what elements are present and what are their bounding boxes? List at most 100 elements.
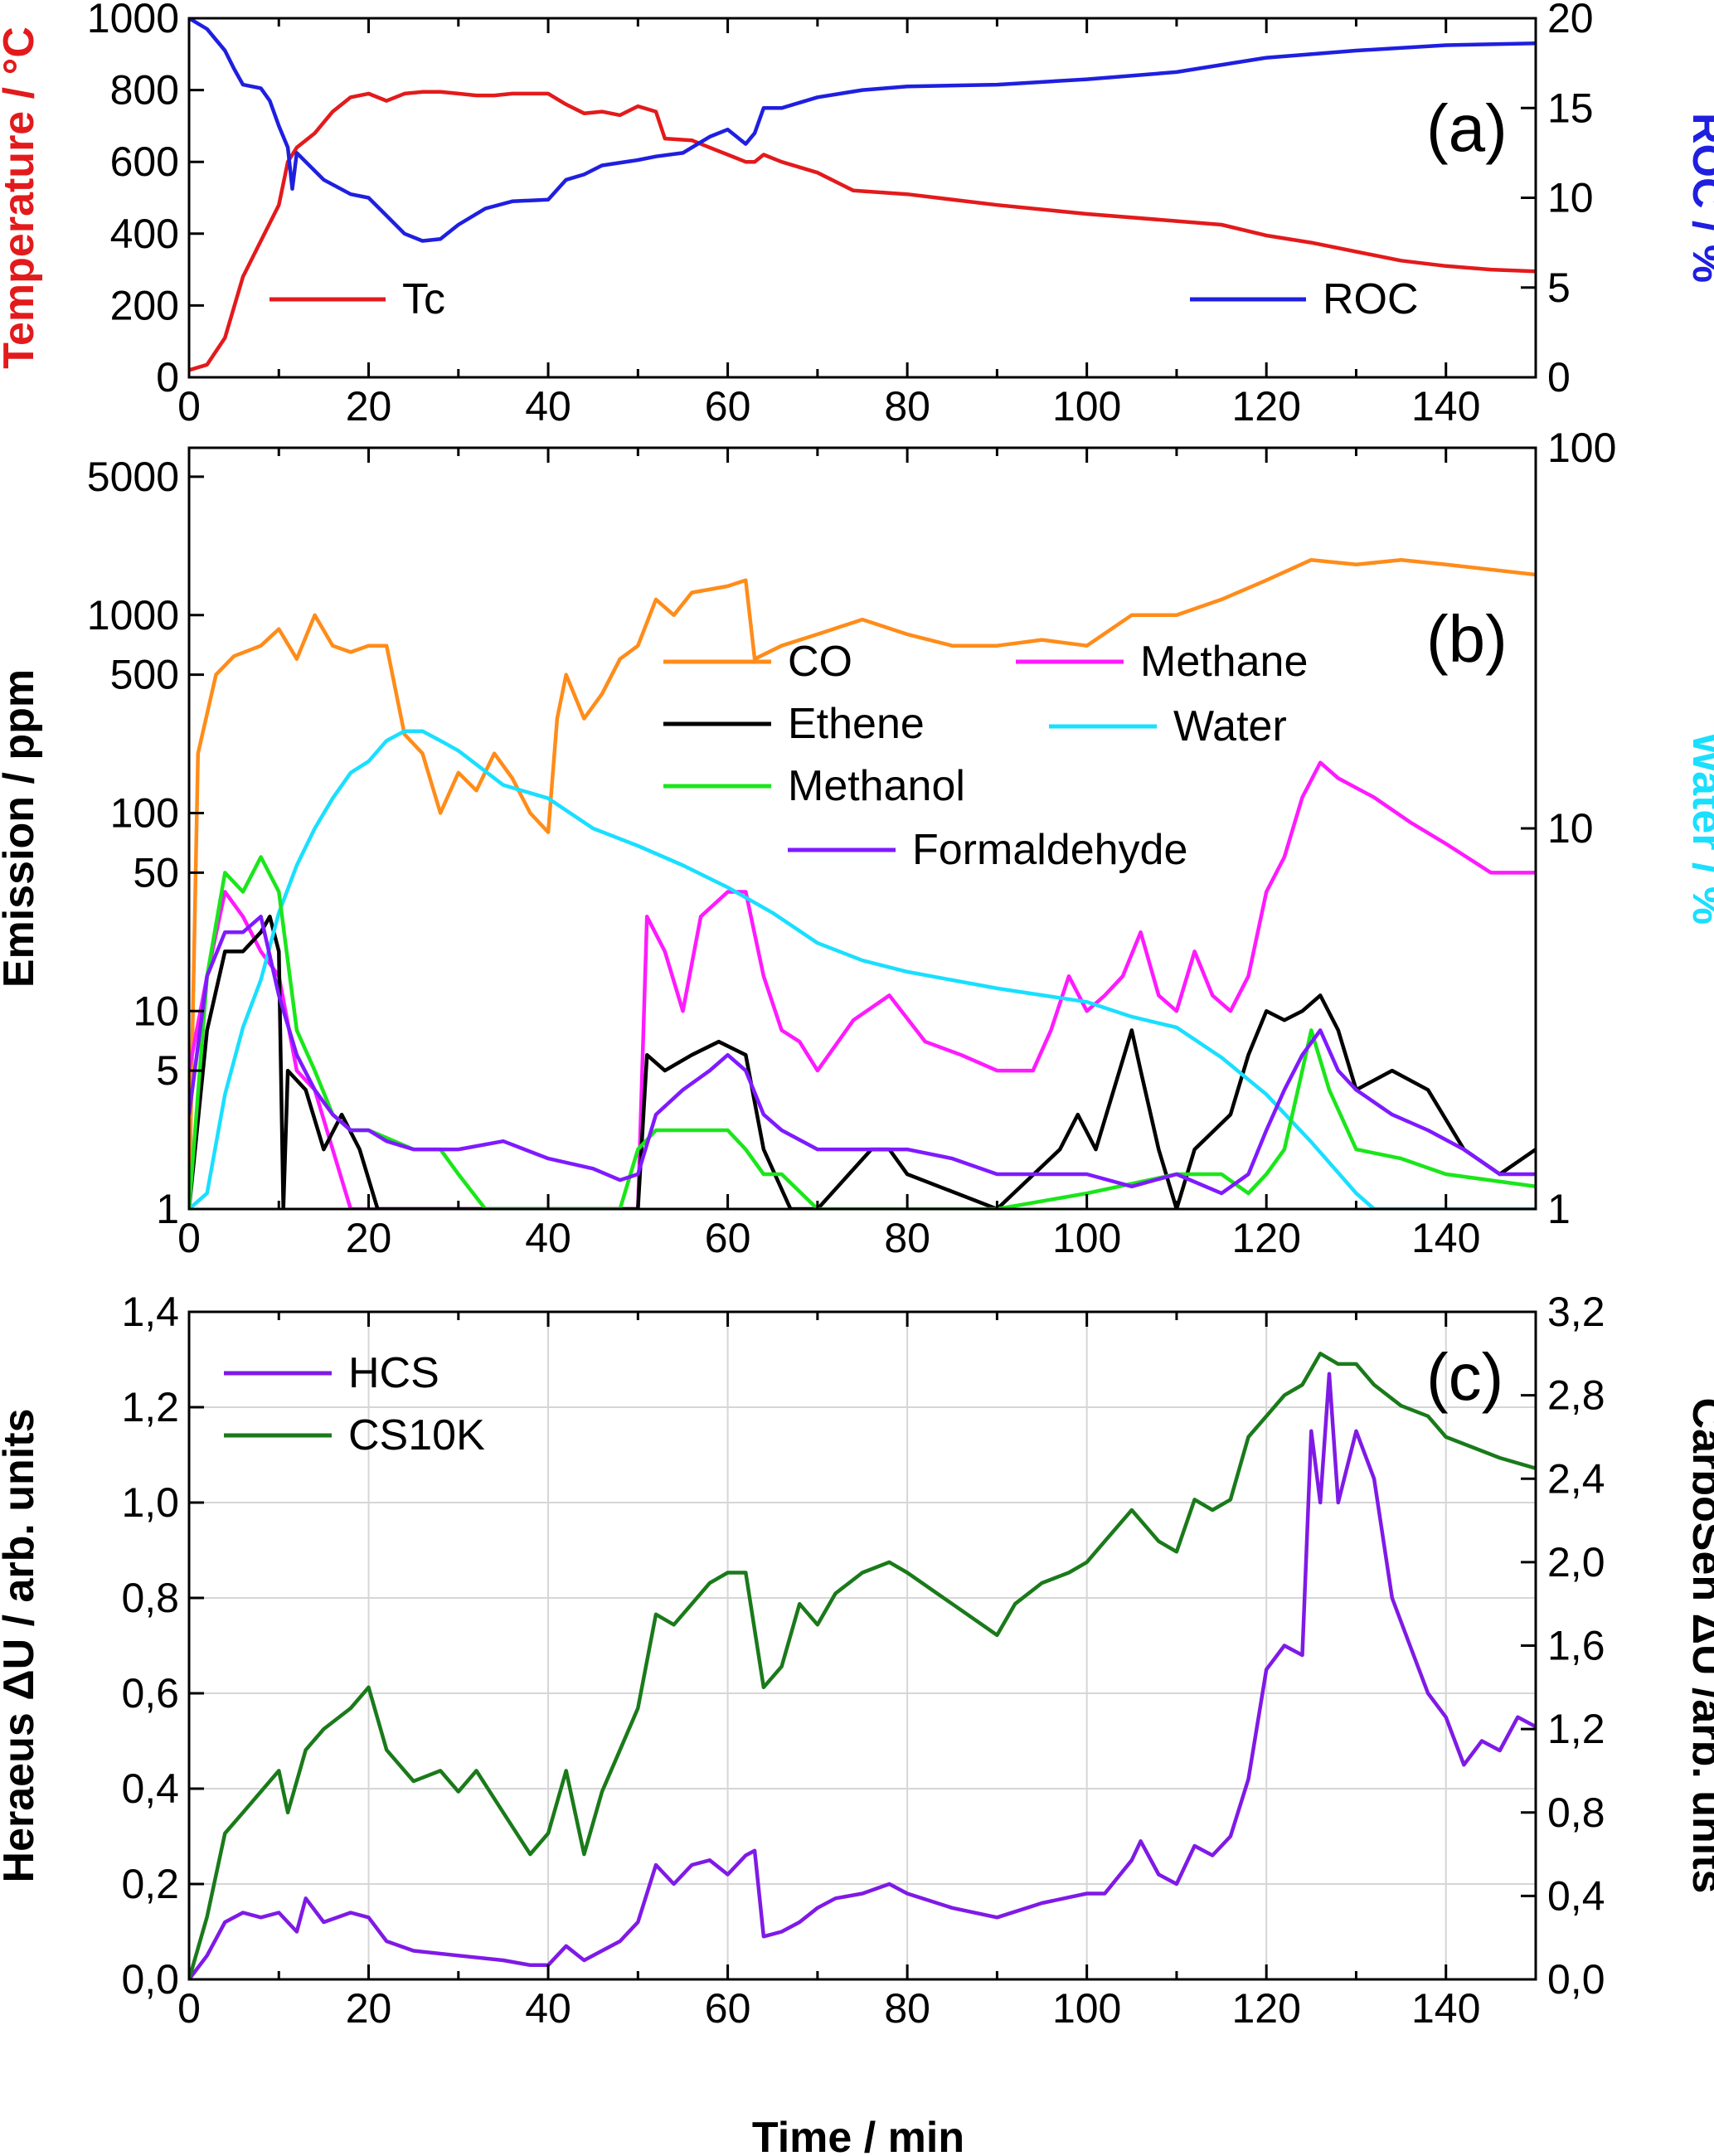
x-tick-label: 120 <box>1231 383 1300 430</box>
legend-label: HCS <box>348 1349 439 1397</box>
x-tick-label: 60 <box>705 1215 751 1261</box>
x-tick-label: 20 <box>346 1985 392 2032</box>
y2-tick-label: 0,8 <box>1547 1789 1605 1836</box>
legend-label: Methanol <box>788 762 965 810</box>
y2-tick-label: 1,6 <box>1547 1623 1605 1669</box>
legend: HCS CS10K <box>224 1349 485 1459</box>
panel-c-sensor-response: 0 20 40 60 80 100 120 140 0,0 0,2 0,4 0,6 0,8 1,0 1,2 1… <box>0 1289 1714 2032</box>
y-tick-label: 1,0 <box>121 1479 179 1526</box>
legend-label: CS10K <box>348 1411 485 1459</box>
x-tick-label: 0 <box>177 1985 201 2032</box>
series-methane <box>189 760 1536 1209</box>
y2-tick-label: 2,0 <box>1547 1539 1605 1585</box>
y-tick-label: 10 <box>133 988 179 1034</box>
x-tick-label: 20 <box>346 383 392 430</box>
x-tick-label: 80 <box>884 1215 930 1261</box>
y-tick-label: 1,2 <box>121 1384 179 1430</box>
y-tick-label: 5 <box>156 1047 179 1094</box>
x-tick-label: 20 <box>346 1215 392 1261</box>
y-tick-label: 600 <box>110 138 179 185</box>
y-tick-label: 100 <box>110 790 179 837</box>
y-axis-title: Heraeus ΔU / arb. units <box>0 1409 43 1883</box>
series-formaldehyde <box>189 915 1536 1196</box>
series-roc <box>189 18 1536 243</box>
y-tick-label: 1 <box>156 1186 179 1232</box>
x-tick-label: 120 <box>1231 1985 1300 2032</box>
legend-label: CO <box>788 638 852 686</box>
panel-a-temperature-roc: 0 20 40 60 80 100 120 140 0 200 400 600 800 1000 0 5 10 1… <box>0 0 1714 430</box>
y-axis-title: Temperature / °C <box>0 27 43 369</box>
y2-axis-title: CarboSen ΔU /arb. units <box>1683 1398 1714 1894</box>
y-tick-label: 50 <box>133 849 179 896</box>
x-tick-label: 100 <box>1052 1985 1121 2032</box>
y-tick-label: 200 <box>110 282 179 328</box>
legend-label: Tc <box>402 275 445 323</box>
x-tick-label: 60 <box>705 383 751 430</box>
y2-tick-label: 2,4 <box>1547 1455 1605 1502</box>
series-cs10k <box>189 1352 1536 1979</box>
x-tick-label: 0 <box>177 1215 201 1261</box>
y-tick-label: 0,4 <box>121 1765 179 1812</box>
x-tick-label: 40 <box>525 383 571 430</box>
y2-tick-label: 15 <box>1547 85 1594 131</box>
legend: Tc ROC <box>269 275 1419 323</box>
series-hcs <box>189 1372 1536 1979</box>
series-water <box>189 729 1536 1209</box>
legend-label: ROC <box>1323 275 1419 323</box>
legend-label: Ethene <box>788 700 925 748</box>
series-co <box>189 557 1536 1209</box>
x-tick-label: 140 <box>1411 1985 1480 2032</box>
y2-tick-label: 10 <box>1547 805 1594 852</box>
x-axis-title: Time / min <box>752 2114 964 2156</box>
y-tick-label: 1,4 <box>121 1289 179 1335</box>
x-tick-label: 120 <box>1231 1215 1300 1261</box>
y-tick-label: 0,8 <box>121 1575 179 1621</box>
y2-tick-label: 3,2 <box>1547 1289 1605 1335</box>
y2-axis-title: ROC / % <box>1683 113 1714 283</box>
x-tick-label: 80 <box>884 1985 930 2032</box>
legend-label: Water <box>1173 702 1287 750</box>
y2-tick-label: 20 <box>1547 0 1594 41</box>
series-tc <box>189 90 1536 372</box>
y2-tick-label: 1 <box>1547 1186 1571 1232</box>
series-methanol <box>189 855 1536 1209</box>
legend-label: Methane <box>1140 638 1308 686</box>
x-tick-label: 100 <box>1052 383 1121 430</box>
x-tick-label: 140 <box>1411 383 1480 430</box>
y-tick-label: 0,2 <box>121 1861 179 1907</box>
y-tick-label: 0,0 <box>121 1956 179 2003</box>
y2-axis-title: Water / % <box>1683 732 1714 925</box>
y2-tick-label: 1,2 <box>1547 1706 1605 1752</box>
y-tick-label: 5000 <box>87 454 179 500</box>
y2-tick-label: 0,4 <box>1547 1872 1605 1919</box>
x-tick-label: 60 <box>705 1985 751 2032</box>
y2-tick-label: 100 <box>1547 425 1616 471</box>
x-tick-label: 40 <box>525 1215 571 1261</box>
x-tick-label: 0 <box>177 383 201 430</box>
y-tick-label: 800 <box>110 67 179 114</box>
y2-tick-label: 2,8 <box>1547 1372 1605 1419</box>
y-tick-label: 400 <box>110 211 179 257</box>
y-tick-label: 1000 <box>87 0 179 41</box>
y2-tick-label: 0 <box>1547 354 1571 401</box>
y2-tick-label: 10 <box>1547 175 1594 221</box>
y-tick-label: 1000 <box>87 592 179 639</box>
legend-label: Formaldehyde <box>912 826 1187 874</box>
y2-tick-label: 5 <box>1547 265 1571 311</box>
y-axis-title: Emission / ppm <box>0 669 43 988</box>
x-tick-label: 100 <box>1052 1215 1121 1261</box>
panel-tag: (b) <box>1426 602 1508 676</box>
legend: CO Methane Ethene Water Methanol Formaldehyde <box>663 638 1308 874</box>
plot-frame <box>187 17 1537 379</box>
x-tick-label: 40 <box>525 1985 571 2032</box>
panel-tag: (c) <box>1426 1340 1503 1414</box>
y-tick-label: 500 <box>110 652 179 698</box>
x-tick-label: 80 <box>884 383 930 430</box>
y-tick-label: 0 <box>156 354 179 401</box>
panel-b-emissions: 0 20 40 60 80 100 120 140 1 5 10 50 100 500 1000 5000 1 1… <box>0 425 1714 1261</box>
y-tick-label: 0,6 <box>121 1670 179 1717</box>
x-tick-label: 140 <box>1411 1215 1480 1261</box>
y2-tick-label: 0,0 <box>1547 1956 1605 2003</box>
panel-tag: (a) <box>1426 91 1508 165</box>
